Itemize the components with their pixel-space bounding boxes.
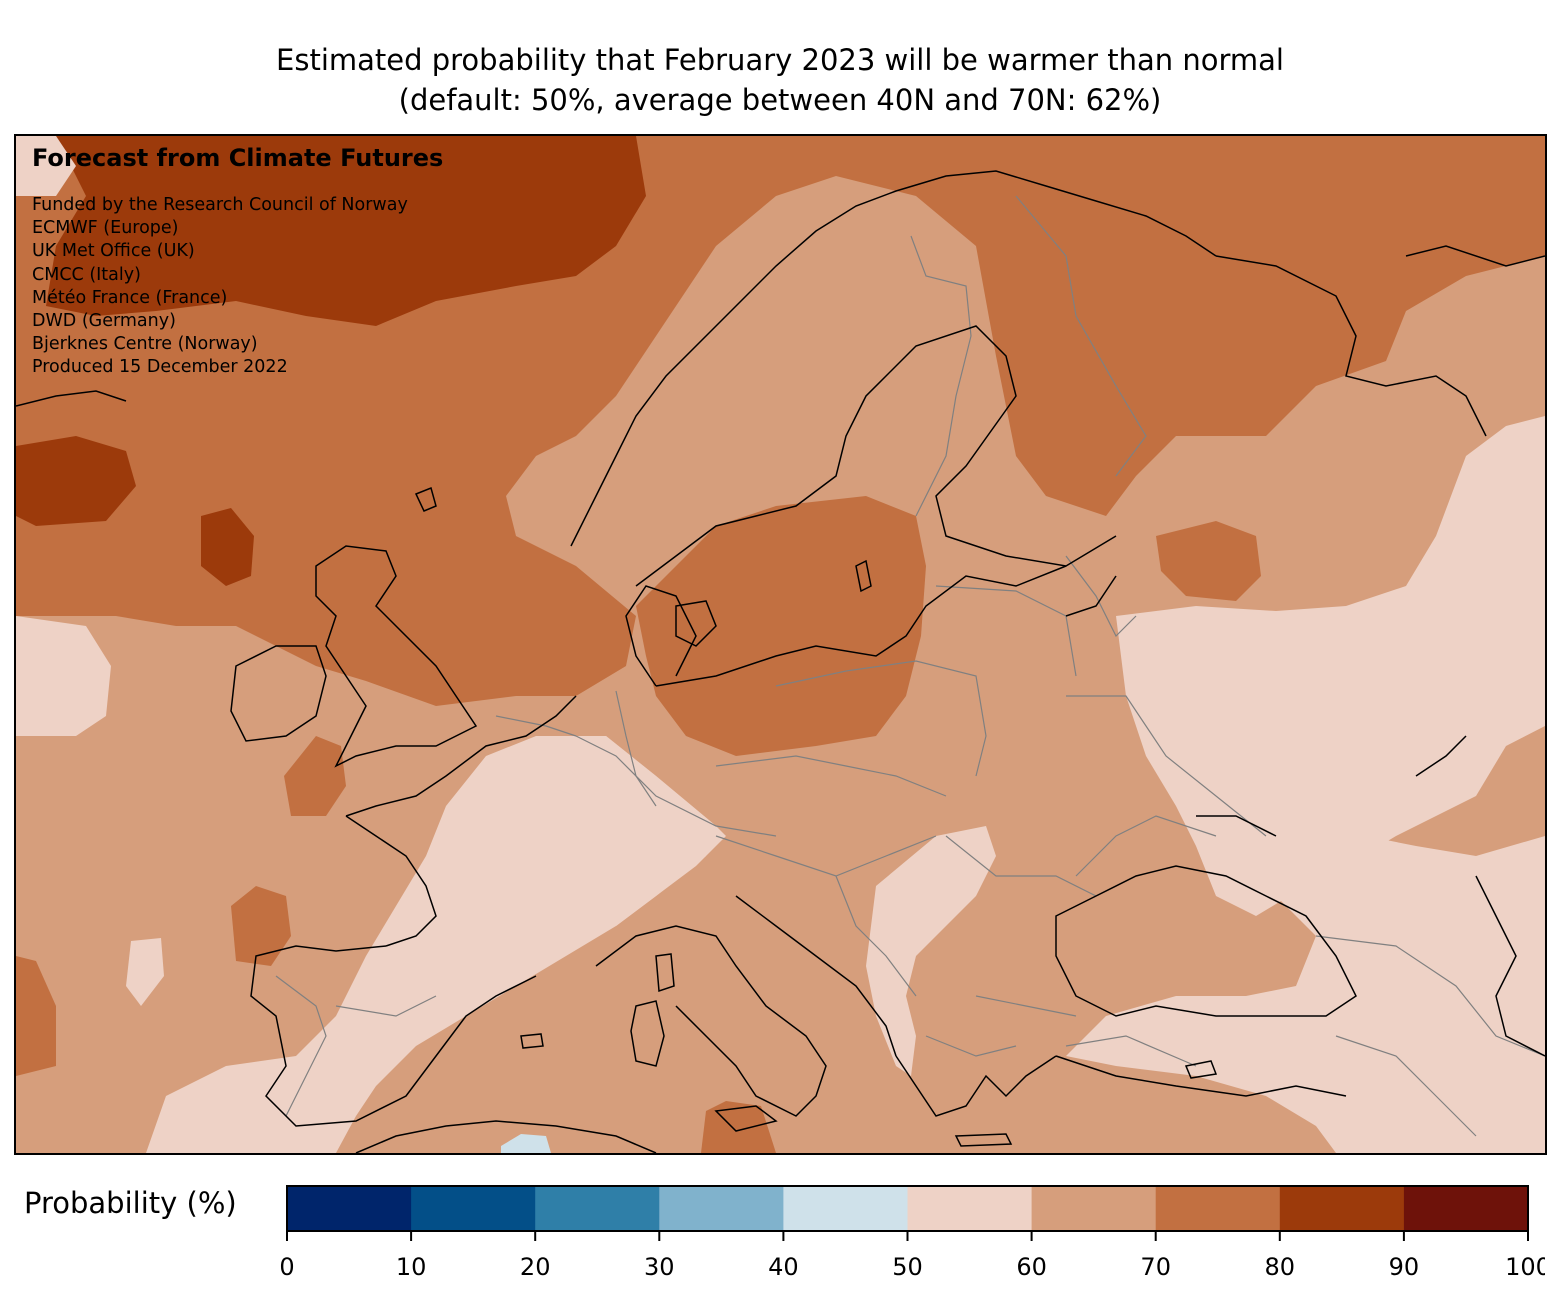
colorbar-tick-label: 50: [892, 1253, 923, 1281]
colorbar-bin: [783, 1186, 908, 1231]
chart-subtitle: (default: 50%, average between 40N and 7…: [398, 83, 1162, 117]
colorbar-tick-label: 10: [396, 1253, 427, 1281]
zone-50-60-west-europe: [146, 736, 716, 1153]
colorbar: 0 10 20 30 40 50 60 70 80 90 100: [279, 1185, 1545, 1281]
colorbar-tick-label: 40: [768, 1253, 799, 1281]
coastlines: [16, 170, 1545, 1153]
colorbar-bins: [287, 1186, 1529, 1231]
coast-italy: [595, 925, 827, 1117]
coast-baltic-sea: [1065, 575, 1117, 617]
coast-iberia: [250, 945, 537, 1127]
zone-50-60-alps: [606, 736, 726, 926]
colorbar-tick-label: 20: [520, 1253, 551, 1281]
zone-50-60-north-corner: [16, 136, 76, 196]
zone-70-80-baltic: [636, 496, 926, 756]
island-mallorca: [520, 1033, 544, 1049]
zone-50-60-turkey: [1066, 826, 1545, 1153]
colorbar-bin: [1031, 1186, 1157, 1231]
island-corsica: [655, 953, 675, 993]
coast-adriatic: [735, 895, 897, 1057]
island-ireland: [230, 645, 327, 742]
coast-volga-delta: [1415, 735, 1467, 777]
colorbar-bin: [1155, 1186, 1281, 1231]
coast-greenland-edge: [16, 390, 127, 407]
colorbar-bin: [535, 1186, 660, 1231]
zone-50-60-balkans: [866, 826, 996, 1076]
coast-greece: [895, 1055, 1057, 1117]
colorbar-bin: [287, 1186, 412, 1231]
zone-40-50-north-africa: [501, 1134, 551, 1153]
colorbar-bin: [411, 1186, 536, 1231]
colorbar-tick-label: 30: [644, 1253, 675, 1281]
zone-80-90-north: [46, 136, 646, 326]
coast-sweden-finland: [635, 325, 1117, 587]
probability-map: [16, 136, 1545, 1153]
island-iceland-fragment: [414, 486, 437, 512]
colorbar-label: Probability (%): [24, 1186, 237, 1220]
chart-title: Estimated probability that February 2023…: [276, 43, 1284, 77]
colorbar-tick-label: 80: [1265, 1253, 1296, 1281]
coast-france-north: [345, 695, 577, 817]
colorbar-bin: [1403, 1186, 1529, 1231]
colorbar-tick-label: 70: [1140, 1253, 1171, 1281]
island-crete: [954, 1133, 1013, 1147]
credit-line: ECMWF (Europe): [32, 218, 179, 239]
credit-line: Funded by the Research Council of Norway: [32, 195, 408, 215]
coast-russia-north: [1215, 255, 1487, 437]
zone-70-80-iberia-west: [231, 886, 291, 966]
forecast-heading: Forecast from Climate Futures: [32, 144, 444, 172]
credit-line: Météo France (France): [32, 287, 228, 308]
credit-line: Bjerknes Centre (Norway): [32, 334, 258, 355]
island-great-britain: [315, 545, 478, 768]
coast-russia-arctic: [1405, 245, 1545, 267]
colorbar-bin: [659, 1186, 784, 1231]
island-gotland: [855, 559, 872, 593]
island-sicily: [714, 1105, 778, 1132]
coast-north-africa: [355, 1120, 657, 1153]
colorbar-tick-label: 0: [279, 1253, 294, 1281]
zone-50-60-atlantic-islands: [126, 938, 164, 1006]
credit-line: CMCC (Italy): [32, 264, 141, 285]
zone-50-60-atlantic-west: [16, 616, 111, 736]
colorbar-bin: [907, 1186, 1033, 1231]
colorbar-tick-label: 90: [1389, 1253, 1420, 1281]
zone-70-80-atlantic-sw: [16, 956, 56, 1076]
country-borders: [275, 195, 1545, 1137]
colorbar-ticks: 0 10 20 30 40 50 60 70 80 90 100: [279, 1231, 1545, 1281]
zone-80-90-west: [16, 436, 136, 526]
coast-azov: [1196, 815, 1277, 837]
coast-caspian: [1475, 875, 1545, 1057]
island-sardinia: [630, 1000, 665, 1067]
coast-baltic-south: [655, 565, 1067, 687]
coast-norway: [570, 170, 1217, 547]
credit-line: Produced 15 December 2022: [32, 357, 288, 378]
zone-50-60-russia: [1116, 416, 1545, 916]
zone-70-80-east: [1156, 521, 1261, 601]
islands: [230, 486, 1218, 1147]
credit-line: UK Met Office (UK): [32, 241, 195, 262]
coast-north-sea: [625, 585, 697, 687]
zone-80-90-mid: [201, 508, 254, 586]
coast-france-west: [345, 815, 437, 947]
coast-turkey-south: [1055, 1055, 1347, 1097]
credits-block: Funded by the Research Council of Norway…: [32, 194, 408, 380]
zone-70-80-biscay: [284, 736, 346, 816]
island-denmark: [675, 600, 717, 647]
credit-line: DWD (Germany): [32, 311, 176, 332]
map-panel: Forecast from Climate Futures Funded by …: [14, 134, 1547, 1155]
coast-black-sea: [1055, 865, 1357, 1017]
colorbar-tick-label: 100: [1505, 1253, 1545, 1281]
colorbar-bin: [1279, 1186, 1405, 1231]
colorbar-tick-label: 60: [1016, 1253, 1047, 1281]
island-cyprus: [1184, 1060, 1218, 1079]
